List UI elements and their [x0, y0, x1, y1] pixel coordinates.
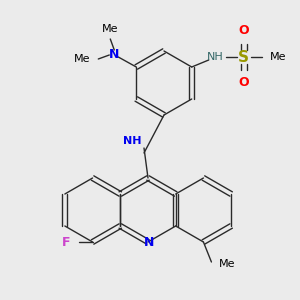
Text: Me: Me	[269, 52, 286, 62]
Text: Me: Me	[74, 54, 91, 64]
Text: NH: NH	[123, 136, 141, 146]
Text: NH: NH	[207, 52, 224, 62]
Text: Me: Me	[219, 259, 236, 269]
Text: N: N	[109, 49, 119, 62]
Text: F: F	[62, 236, 71, 248]
Text: Me: Me	[102, 24, 119, 34]
Text: O: O	[238, 76, 249, 89]
Text: N: N	[144, 236, 154, 250]
Text: O: O	[238, 25, 249, 38]
Text: S: S	[238, 50, 249, 64]
